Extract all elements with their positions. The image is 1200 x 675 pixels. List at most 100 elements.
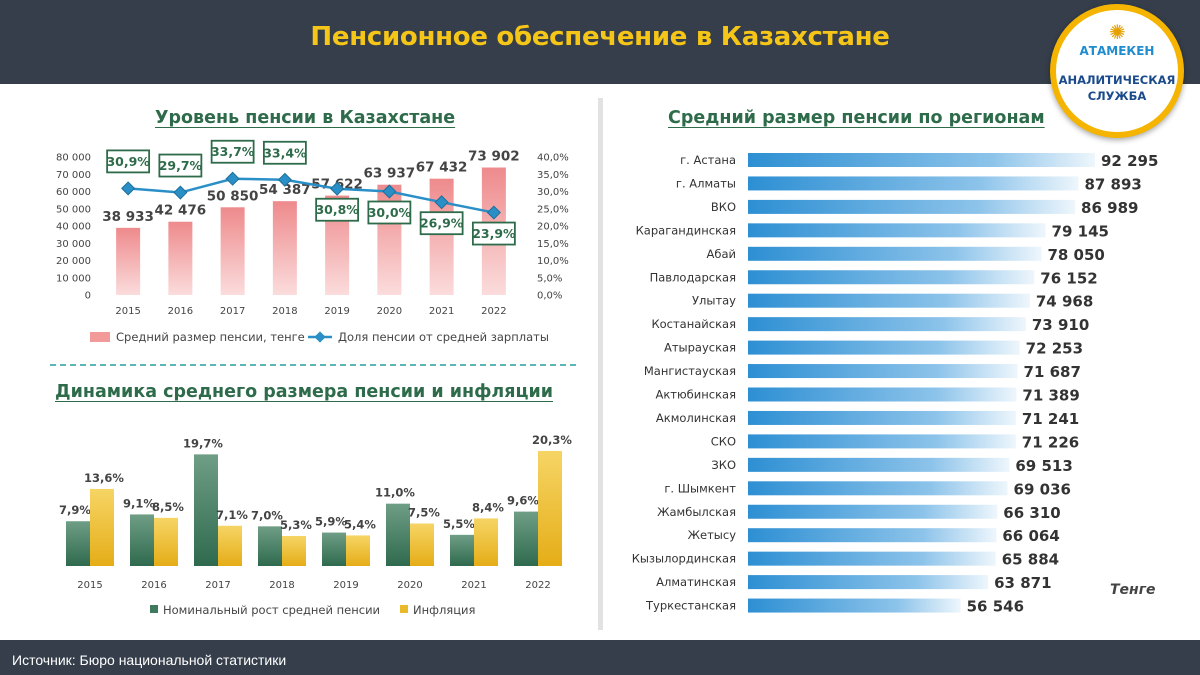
region-bar [748,293,1030,308]
pension-growth-label: 5,9% [315,515,347,529]
unit-label: Тенге [1110,582,1156,598]
x-axis-tick-label: 2016 [141,580,166,591]
share-value-label: 33,4% [263,145,307,160]
region-bar [748,223,1046,238]
y2-axis-tick-label: 15,0% [537,239,569,250]
region-bar [748,153,1095,167]
footer-bar: Источник: Бюро национальной статистики [0,640,1200,675]
share-label-box [106,149,151,174]
share-value-label: 23,9% [472,226,516,241]
region-name: Кызылординская [632,552,736,566]
share-marker [173,185,188,200]
vertical-divider [598,98,603,630]
region-value-label: 71 687 [1024,363,1081,381]
inflation-bar [90,488,114,566]
page-title: Пенсионное обеспечение в Казахстане [310,22,890,52]
region-value-label: 69 036 [1014,480,1071,498]
x-axis-tick-label: 2017 [205,580,230,591]
pension-growth-label: 9,6% [507,494,539,508]
y-axis-tick-label: 30 000 [56,239,91,250]
share-value-label: 33,7% [211,144,255,159]
pension-growth-label: 5,5% [443,517,475,531]
pension-growth-label: 7,0% [251,508,283,522]
region-value-label: 86 989 [1081,199,1138,217]
share-marker [486,205,501,220]
x-axis-tick-label: 2022 [525,580,550,591]
pension-value-label: 38 933 [102,209,154,225]
region-bar [748,551,996,566]
pension-bar [220,207,245,295]
region-name: Карагандинская [636,223,736,237]
y-axis-tick-label: 0 [85,291,91,302]
region-value-label: 71 389 [1022,387,1079,405]
y2-axis-tick-label: 5,0% [537,273,562,284]
region-value-label: 71 226 [1022,433,1079,451]
share-value-label: 26,9% [420,216,464,231]
region-bar [748,270,1035,285]
inflation-bar [218,525,242,566]
y2-axis-tick-label: 30,0% [537,187,569,198]
x-axis-tick-label: 2019 [333,580,358,591]
region-bar [748,176,1079,191]
pension-bar [116,227,141,295]
share-marker [121,181,136,196]
region-bar [748,504,998,519]
pension-growth-label: 19,7% [183,436,223,450]
pension-growth-bar [514,511,538,566]
legend-swatch-inflation [400,605,408,613]
x-axis-tick-label: 2015 [115,306,140,317]
inflation-bar [154,517,178,566]
x-axis-tick-label: 2019 [324,306,349,317]
x-axis-tick-label: 2021 [461,580,486,591]
share-marker [434,195,449,210]
region-bar [748,410,1016,425]
pension-inflation-chart: 7,9% 13,6% 2015 9,1%8,5% 2016 19,7% 7,1% 2017 7,… [59,433,572,617]
dynamics-title: Динамика среднего размера пенсии и инфля… [55,382,553,402]
region-value-label: 69 513 [1015,457,1072,475]
legend-label-inflation: Инфляция [413,603,475,617]
region-name: Туркестанская [645,599,736,613]
region-bar [748,575,989,590]
share-value-label: 29,7% [159,158,203,173]
region-name: Акмолинская [656,411,736,425]
x-axis-tick-label: 2015 [77,580,102,591]
region-name: г. Алматы [676,176,736,190]
inflation-label: 13,6% [84,471,124,485]
region-value-label: 74 968 [1036,293,1093,311]
y-axis-tick-label: 50 000 [56,204,91,215]
region-value-label: 79 145 [1052,222,1109,240]
region-name: г. Астана [680,153,736,167]
pension-growth-bar [66,521,90,566]
region-name: ЗКО [711,458,736,472]
inflation-label: 8,4% [472,500,504,514]
regional-pension-chart: г. Астана 92 295 г. Алматы 87 893 ВКО 86 989 К… [632,152,1159,616]
header-bar: Пенсионное обеспечение в Казахстане [0,0,1200,84]
region-name: Атырауская [664,341,736,355]
share-label-box [419,211,464,236]
inflation-label: 20,3% [532,433,572,447]
region-name: Павлодарская [650,270,736,284]
y2-axis-tick-label: 35,0% [537,170,569,181]
legend-label-share: Доля пенсии от средней зарплаты [338,330,549,344]
region-name: Жетысу [688,528,737,542]
region-value-label: 66 310 [1003,504,1060,522]
region-bar [748,340,1020,355]
x-axis-tick-label: 2021 [429,306,454,317]
region-name: ВКО [711,200,736,214]
region-value-label: 66 064 [1002,527,1059,545]
region-name: Жамбылская [657,505,736,519]
inflation-bar [538,450,562,566]
share-label-box [210,139,255,164]
share-label-box [158,153,203,178]
logo-brand: АТАМЕКЕН [1079,44,1155,58]
x-axis-tick-label: 2017 [220,306,245,317]
region-bar [748,317,1026,332]
atameken-logo: ✺ АТАМЕКЕН АНАЛИТИЧЕСКАЯ СЛУЖБА [1050,4,1184,138]
x-axis-tick-label: 2016 [168,306,193,317]
share-marker [277,172,292,187]
y-axis-tick-label: 60 000 [56,187,91,198]
pension-growth-bar [194,454,218,566]
region-name: Улытау [692,294,736,308]
share-label-box [315,197,360,222]
legend-swatch-growth [150,605,158,613]
